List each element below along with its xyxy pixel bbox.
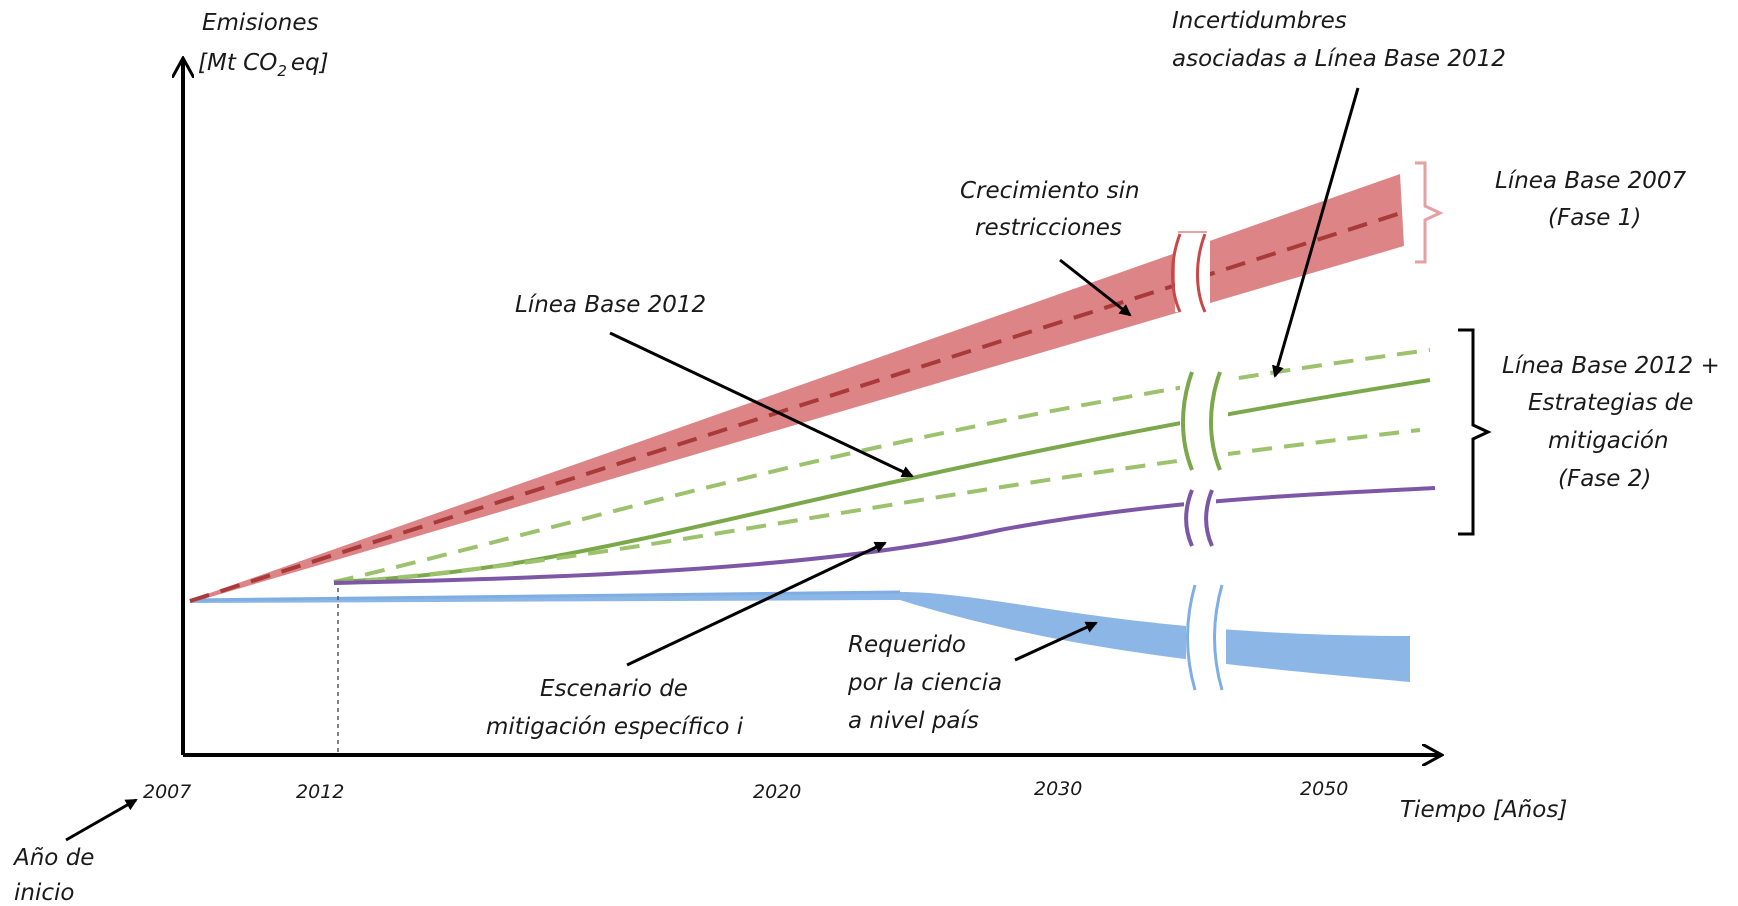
start-year-label-2: inicio [14,880,74,906]
start-year-label: Año de [12,845,94,871]
baseline-2012-arrow [609,331,914,478]
required-band [190,592,1410,682]
legend-baseline-2007-2: (Fase 1) [1548,205,1641,231]
mitigation-scenario-arrow [626,541,887,667]
axis-break-marks [1171,231,1228,691]
mitigation-scenario-label: Escenario de [540,676,688,702]
legend-baseline-2012-3: mitigación [1548,428,1669,454]
required-arrow [1014,621,1098,662]
unrestricted-growth-label-2: restricciones [975,215,1122,241]
brace-2007 [1415,161,1444,264]
uncertainty-label: Incertidumbres [1172,8,1347,34]
start-year-arrow [65,798,138,842]
baseline-2012-line [333,378,1431,584]
tick-2007: 2007 [143,781,191,803]
unrestricted-growth-label: Crecimiento sin [960,178,1140,204]
required-label: Requerido [848,632,966,658]
legend-baseline-2012: Línea Base 2012 + [1502,353,1720,379]
required-label-2: por la ciencia [847,670,1002,696]
uncertainty-label-2: asociadas a Línea Base 2012 [1172,46,1506,72]
tick-2030: 2030 [1034,778,1082,800]
tick-2050: 2050 [1300,778,1348,800]
y-axis-label: Emisiones [202,10,318,36]
legend-baseline-2007: Línea Base 2007 [1495,168,1687,194]
mitigation-scenario-line [333,486,1436,585]
x-axis-label: Tiempo [Años] [1400,797,1567,823]
legend-baseline-2012-2: Estrategias de [1528,390,1693,416]
mitigation-scenario-label-2: mitigación específico i [486,714,744,740]
unrestricted-growth-arrow [1059,258,1132,317]
baseline-2007-band [190,174,1404,603]
uncertainty-arrow [1272,87,1360,378]
baseline-2012-label: Línea Base 2012 [515,292,706,318]
brace-2012 [1458,328,1492,536]
required-label-3: a nivel país [848,708,979,734]
y-axis-unit: [Mt CO2 eq] [198,50,329,80]
legend-baseline-2012-4: (Fase 2) [1558,466,1651,492]
tick-2012: 2012 [296,781,344,803]
tick-2020: 2020 [753,781,801,803]
